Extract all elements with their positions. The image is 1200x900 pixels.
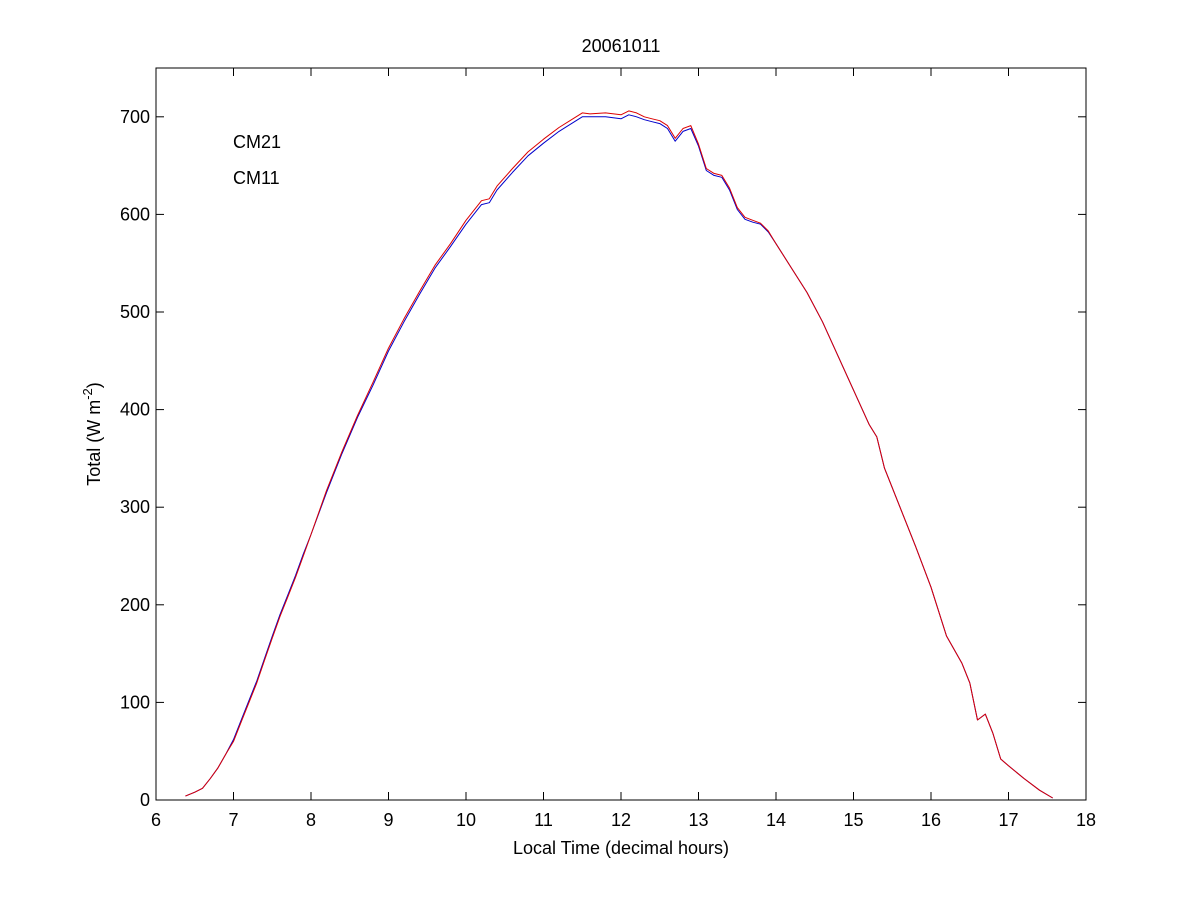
- x-tick-label: 11: [534, 810, 553, 830]
- x-tick-label: 17: [998, 810, 1018, 830]
- legend-entry-cm11: CM11: [233, 168, 280, 188]
- series-layer: [185, 110, 1053, 799]
- y-axis-ticks: 0 100 200 300 400 500 600 700: [120, 107, 1086, 810]
- x-tick-label: 7: [228, 810, 238, 830]
- y-tick-label: 600: [120, 204, 150, 224]
- x-tick-label: 15: [843, 810, 863, 830]
- y-axis-label-main: Total (W m: [84, 400, 104, 486]
- x-tick-label: 9: [383, 810, 393, 830]
- y-tick-label: 0: [140, 790, 150, 810]
- x-axis-ticks: 6 7 8 9 10 11 12 13 14 15 16 17 18: [151, 68, 1096, 830]
- x-tick-label: 6: [151, 810, 161, 830]
- x-tick-label: 16: [921, 810, 941, 830]
- y-tick-label: 100: [120, 692, 150, 712]
- y-tick-label: 500: [120, 302, 150, 322]
- x-tick-label: 8: [306, 810, 316, 830]
- y-axis-label: Total (W m-2): [80, 382, 104, 486]
- plot-area: [155, 67, 1087, 801]
- y-tick-label: 200: [120, 595, 150, 615]
- x-tick-label: 12: [611, 810, 631, 830]
- series-line-cm11: [185, 110, 1053, 799]
- y-tick-label: 400: [120, 400, 150, 420]
- x-tick-label: 14: [766, 810, 786, 830]
- y-tick-label: 700: [120, 107, 150, 127]
- chart-title: 20061011: [582, 36, 661, 56]
- y-axis-label-close: ): [84, 382, 104, 388]
- x-tick-label: 10: [456, 810, 476, 830]
- x-tick-label: 13: [688, 810, 708, 830]
- y-tick-label: 300: [120, 497, 150, 517]
- legend-entry-cm21: CM21: [233, 132, 281, 152]
- legend: CM21 CM11: [233, 132, 281, 188]
- y-axis-label-exponent: -2: [80, 388, 95, 400]
- x-tick-label: 18: [1076, 810, 1096, 830]
- x-axis-label: Local Time (decimal hours): [513, 838, 729, 858]
